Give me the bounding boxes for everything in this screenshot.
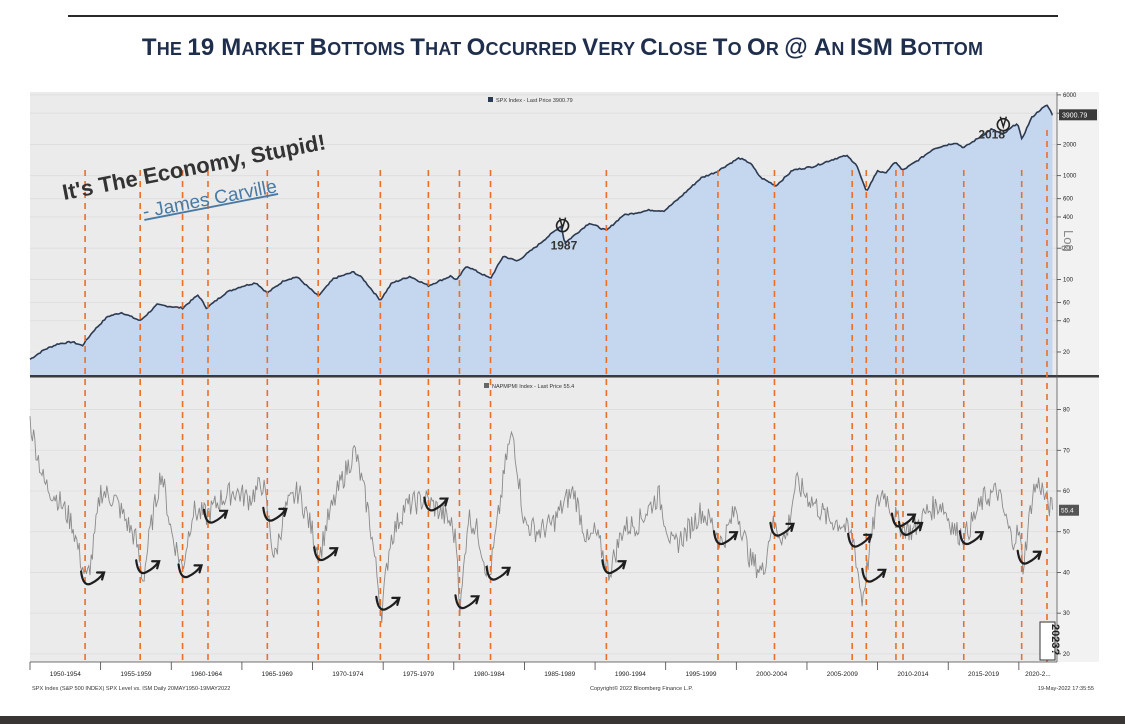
arrow-head <box>470 595 480 605</box>
x-tick-label: 1960-1964 <box>191 671 222 678</box>
bottom-arrow <box>79 570 105 586</box>
spx-legend: SPX Index - Last Price 3900.79 <box>496 98 573 104</box>
ism-y-tick-label: 60 <box>1063 489 1070 495</box>
arrow-head <box>278 507 288 517</box>
spx-y-tick-label: 400 <box>1063 215 1074 221</box>
arrow-head <box>1032 550 1043 560</box>
arrow-head <box>95 571 106 581</box>
bottom-arrow <box>861 567 886 583</box>
annotation-label: 2018 <box>978 128 1005 142</box>
bottom-bar <box>0 716 1125 724</box>
x-tick-label: 1995-1999 <box>685 671 716 678</box>
bottom-arrow <box>202 508 228 524</box>
bottom-arrow <box>712 530 738 546</box>
x-tick-label: 2010-2014 <box>897 671 928 678</box>
x-tick-label: 1980-1984 <box>474 671 505 678</box>
spx-y-tick-label: 20 <box>1063 350 1070 356</box>
annotation-label: 1987 <box>551 239 578 253</box>
arrow-head <box>151 560 161 570</box>
arrow-head <box>913 521 924 532</box>
arrow-head <box>728 531 739 541</box>
bottom-arrow <box>1016 549 1041 565</box>
annotation-mark <box>558 217 567 231</box>
bottom-arrow <box>262 506 287 522</box>
spx-y-tick-label: 6000 <box>1063 93 1077 99</box>
bottom-arrow <box>847 532 872 548</box>
annotation-mark <box>999 116 1008 130</box>
bottom-arrow <box>423 496 448 512</box>
spx-last-value: 3900.79 <box>1062 112 1087 119</box>
spx-y-tick-label: 1000 <box>1063 174 1077 180</box>
arrow-head <box>193 564 204 574</box>
bottom-arrow <box>375 595 400 611</box>
bottom-arrow <box>897 520 923 536</box>
x-tick-label: 1975-1979 <box>403 671 434 678</box>
ism-y-tick-label: 40 <box>1063 570 1070 576</box>
bottom-arrow <box>890 512 916 528</box>
x-tick-label: 1965-1969 <box>262 671 293 678</box>
ism-y-tick-label: 80 <box>1063 408 1070 414</box>
x-tick-label: 1970-1974 <box>332 671 363 678</box>
arrow-head <box>218 509 229 519</box>
bottom-arrow <box>135 559 160 575</box>
arrow-head <box>785 522 795 532</box>
x-tick-label: 1985-1989 <box>544 671 575 678</box>
arrow-head <box>974 531 985 541</box>
annotation-circle <box>996 117 1011 132</box>
arrow-head <box>501 566 511 576</box>
arrow-head <box>863 533 873 543</box>
bottom-arrow <box>454 594 479 610</box>
ism-last-box <box>1059 504 1079 516</box>
bottom-arrow <box>485 565 510 581</box>
x-tick-label: 2020-2... <box>1025 671 1051 678</box>
spx-legend-swatch <box>488 97 493 102</box>
spx-y-tick-label: 100 <box>1063 277 1074 283</box>
spx-y-tick-label: 600 <box>1063 197 1074 203</box>
arrow-head <box>617 560 627 570</box>
bottom-arrow <box>601 559 626 575</box>
ism-panel <box>30 377 1057 662</box>
x-tick-label: 2000-2004 <box>756 671 787 678</box>
ism-y-tick-label: 20 <box>1063 652 1070 658</box>
panel-divider <box>30 375 1099 378</box>
ism-legend-swatch <box>484 383 489 388</box>
spx-line <box>29 104 1053 360</box>
top-rule <box>68 15 1058 17</box>
bottom-arrow <box>313 546 338 562</box>
bottom-arrow <box>769 521 794 537</box>
ism-line <box>29 416 1053 623</box>
x-tick-label: 2015-2019 <box>968 671 999 678</box>
x-tick-label: 1990-1994 <box>615 671 646 678</box>
ism-y-tick-label: 50 <box>1063 530 1070 536</box>
arrow-head <box>439 497 449 507</box>
spx-y-tick-label: 200 <box>1063 246 1074 252</box>
ism-legend: NAPMPMI Index - Last Price 55.4 <box>492 384 574 390</box>
x-tick-label: 2005-2009 <box>827 671 858 678</box>
arrow-head <box>877 568 887 578</box>
spx-y-tick-label: 40 <box>1063 319 1070 325</box>
footer-left: SPX Index (S&P 500 INDEX) SPX Level vs. … <box>32 686 230 692</box>
spx-y-tick-label: 60 <box>1063 300 1070 306</box>
footer-center: Copyright© 2022 Bloomberg Finance L.P. <box>590 685 693 692</box>
ism-last-value: 55.4 <box>1061 508 1074 515</box>
forecast-label: 2023? <box>1049 624 1061 655</box>
page-title: THE 19 MARKET BOTTOMS THAT OCCURRED VERY… <box>141 34 984 61</box>
arrow-head <box>329 547 339 557</box>
ism-y-tick-label: 30 <box>1063 611 1070 617</box>
bottom-arrow <box>958 530 983 546</box>
spx-last-box <box>1059 109 1097 121</box>
x-tick-label: 1955-1959 <box>120 671 151 678</box>
forecast-box <box>1039 621 1056 661</box>
annotation-circle <box>555 218 570 233</box>
bottom-arrow <box>177 563 202 579</box>
arrow-head <box>906 513 917 523</box>
log-scale-label: Log <box>1061 230 1076 252</box>
spx-area <box>30 105 1053 376</box>
ism-y-tick-label: 70 <box>1063 448 1070 454</box>
spx-y-tick-label: 2000 <box>1063 142 1077 148</box>
x-tick-label: 1950-1954 <box>50 671 81 678</box>
arrow-head <box>391 596 401 606</box>
footer-right: 19-May-2022 17:35:55 <box>1038 686 1094 692</box>
